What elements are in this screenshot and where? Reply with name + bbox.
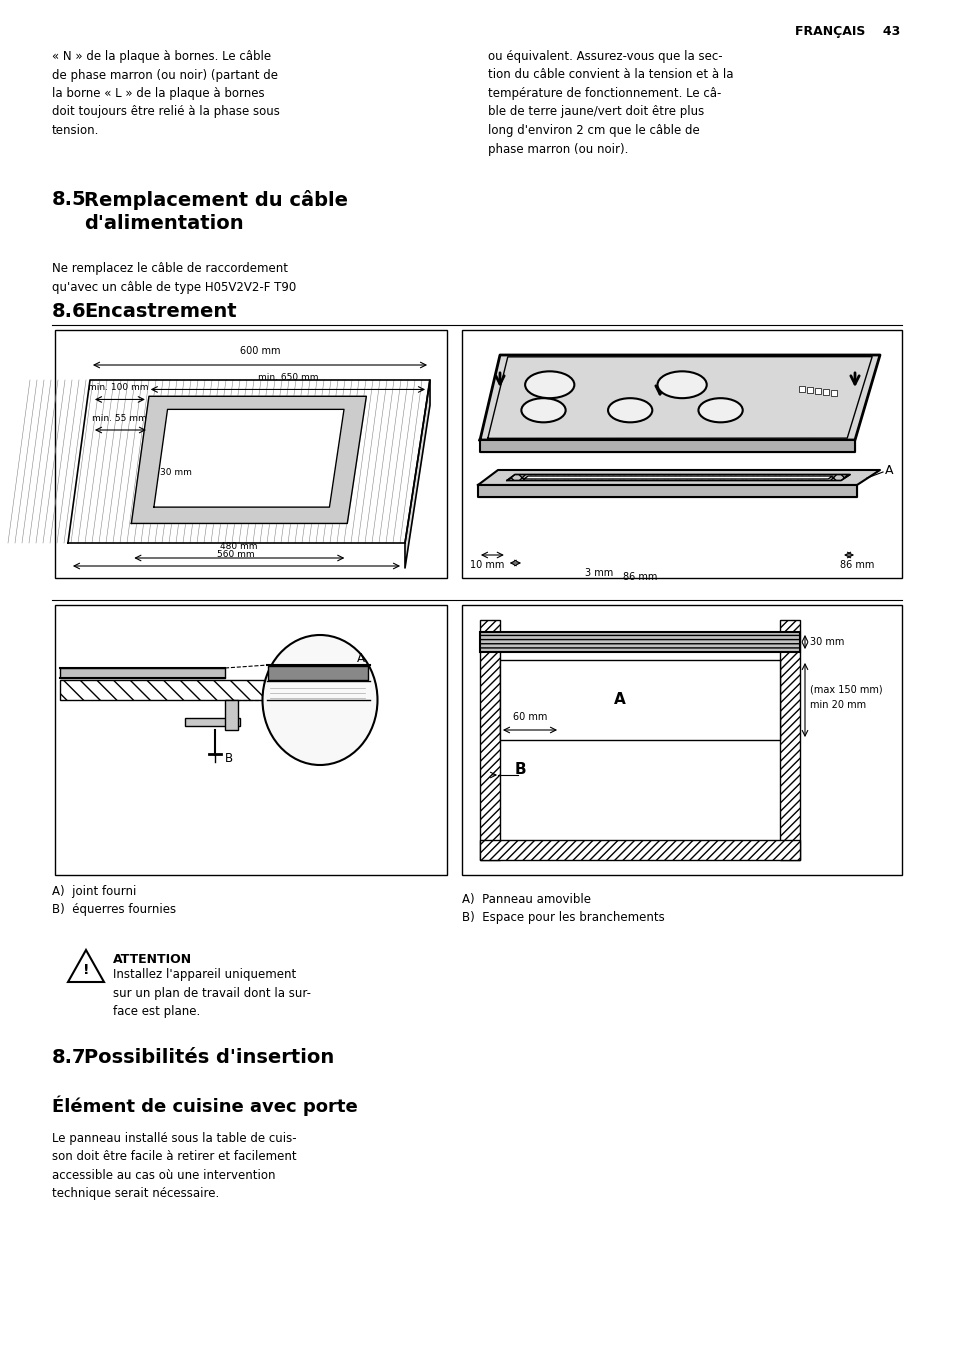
Text: B)  Espace pour les branchements: B) Espace pour les branchements [461, 911, 664, 923]
Polygon shape [132, 396, 366, 523]
Text: 30 mm: 30 mm [160, 468, 192, 477]
Polygon shape [479, 356, 879, 439]
Bar [185, 718, 240, 726]
Text: 480 mm: 480 mm [220, 542, 257, 552]
Polygon shape [477, 470, 879, 485]
Bar [780, 621, 800, 860]
Polygon shape [477, 485, 856, 498]
Bar [60, 668, 225, 677]
Polygon shape [68, 380, 430, 544]
Bar [461, 604, 901, 875]
Text: 86 mm: 86 mm [840, 560, 874, 571]
Text: !: ! [83, 963, 90, 977]
Text: B: B [225, 752, 233, 764]
Text: ATTENTION: ATTENTION [112, 953, 192, 965]
Text: 86 mm: 86 mm [622, 572, 657, 581]
Ellipse shape [521, 399, 565, 422]
Bar [806, 387, 812, 393]
Text: min. 100 mm: min. 100 mm [88, 384, 148, 392]
Text: min 20 mm: min 20 mm [809, 700, 865, 710]
Text: 60 mm: 60 mm [513, 713, 547, 722]
Bar [479, 840, 800, 860]
Polygon shape [68, 950, 104, 982]
Bar [461, 330, 901, 579]
Text: Le panneau installé sous la table de cuis-
son doit être facile à retirer et fac: Le panneau installé sous la table de cui… [52, 1132, 296, 1201]
Bar [55, 604, 447, 875]
Text: min. 650 mm: min. 650 mm [257, 373, 318, 383]
Text: 560 mm: 560 mm [217, 550, 254, 558]
Text: 3 mm: 3 mm [584, 568, 613, 579]
Bar [479, 631, 800, 652]
Polygon shape [153, 410, 344, 507]
Polygon shape [479, 439, 854, 452]
Bar [60, 680, 290, 700]
Bar [479, 621, 499, 860]
Polygon shape [506, 475, 849, 480]
Text: Possibilités d'insertion: Possibilités d'insertion [84, 1048, 334, 1067]
Text: Installez l'appareil uniquement
sur un plan de travail dont la sur-
face est pla: Installez l'appareil uniquement sur un p… [112, 968, 311, 1018]
Text: « N » de la plaque à bornes. Le câble
de phase marron (ou noir) (partant de
la b: « N » de la plaque à bornes. Le câble de… [52, 50, 279, 137]
Text: A)  Panneau amovible: A) Panneau amovible [461, 894, 590, 906]
Text: 600 mm: 600 mm [239, 346, 280, 356]
Text: B: B [514, 763, 525, 777]
Bar [268, 667, 368, 680]
Text: A: A [614, 692, 625, 707]
Ellipse shape [698, 399, 742, 422]
Bar [822, 389, 828, 395]
Text: 10 mm: 10 mm [470, 560, 504, 571]
Text: A)  joint fourni: A) joint fourni [52, 886, 136, 898]
Text: ou équivalent. Assurez-vous que la sec-
tion du câble convient à la tension et à: ou équivalent. Assurez-vous que la sec- … [488, 50, 733, 155]
Text: A: A [884, 464, 893, 476]
Text: Ne remplacez le câble de raccordement
qu'avec un câble de type H05V2V2-F T90: Ne remplacez le câble de raccordement qu… [52, 262, 296, 293]
Text: A: A [356, 652, 365, 664]
Polygon shape [506, 475, 849, 480]
Ellipse shape [607, 399, 652, 422]
Polygon shape [523, 476, 832, 479]
Text: (max 150 mm): (max 150 mm) [809, 685, 882, 695]
Bar [814, 388, 821, 393]
Text: B)  équerres fournies: B) équerres fournies [52, 903, 176, 917]
Text: 8.6: 8.6 [52, 301, 87, 320]
Bar [479, 631, 800, 652]
Text: 8.7: 8.7 [52, 1048, 87, 1067]
Text: 30 mm: 30 mm [809, 637, 843, 648]
Text: FRANÇAIS    43: FRANÇAIS 43 [794, 24, 899, 38]
Text: Élément de cuisine avec porte: Élément de cuisine avec porte [52, 1095, 357, 1115]
Text: 8.5: 8.5 [52, 191, 87, 210]
Bar [830, 389, 836, 396]
Ellipse shape [524, 372, 574, 399]
Text: min. 55 mm: min. 55 mm [91, 414, 146, 423]
Ellipse shape [262, 635, 377, 765]
Bar [798, 387, 804, 392]
Text: Encastrement: Encastrement [84, 301, 236, 320]
Ellipse shape [657, 372, 706, 399]
Bar [225, 700, 237, 730]
Bar [55, 330, 447, 579]
Polygon shape [405, 380, 430, 568]
Text: Remplacement du câble
d'alimentation: Remplacement du câble d'alimentation [84, 191, 348, 233]
Bar [499, 660, 780, 740]
